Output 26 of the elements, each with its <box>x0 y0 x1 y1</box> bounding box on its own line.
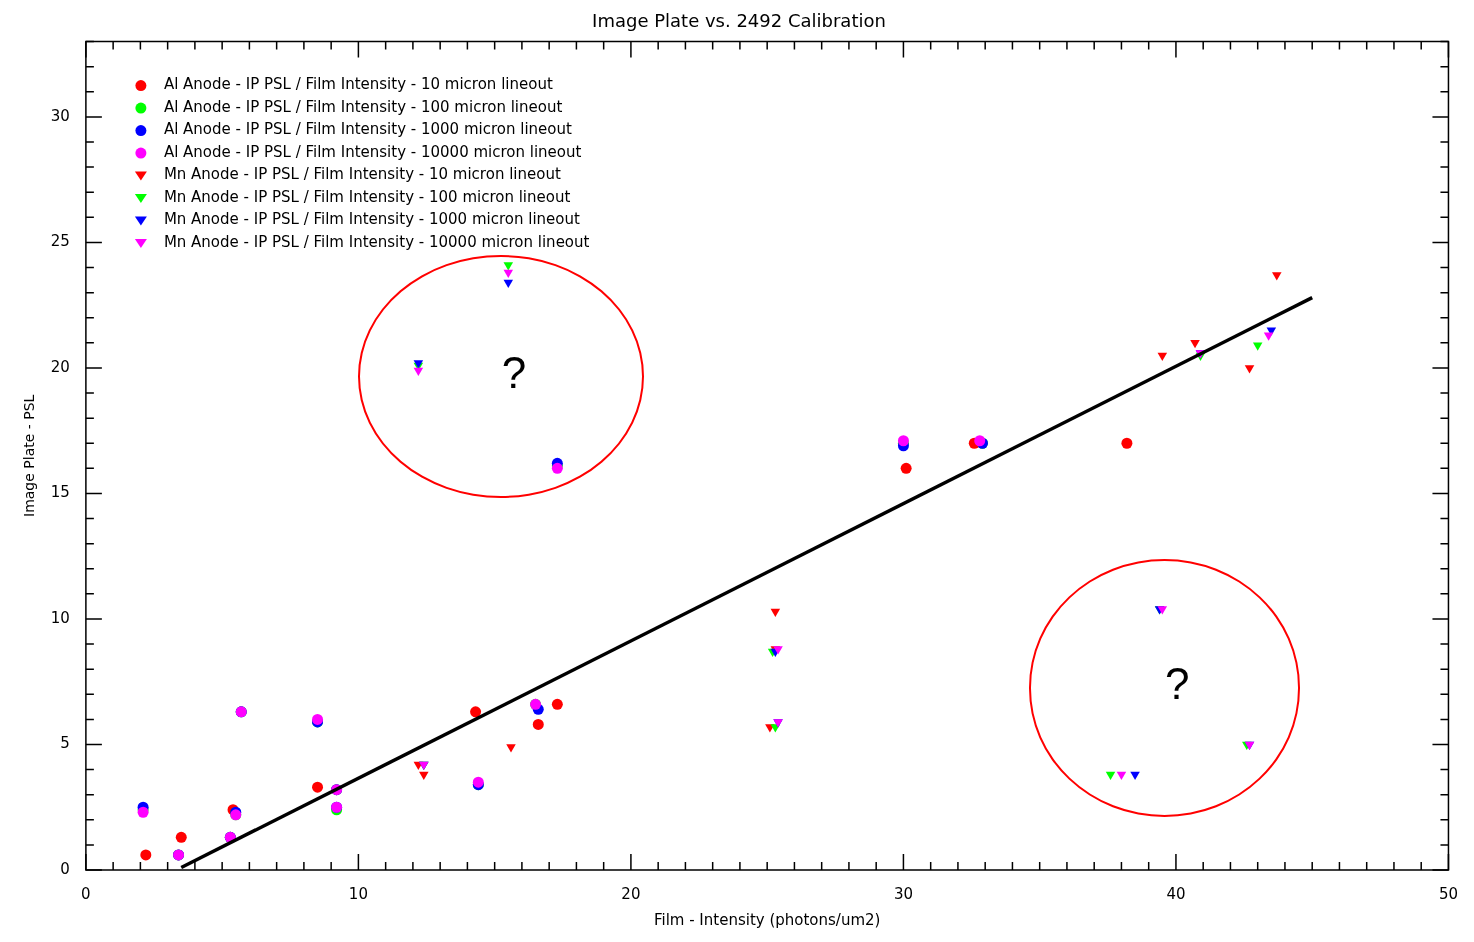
annotation: ? <box>500 347 528 400</box>
x-tick-label: 30 <box>893 884 913 903</box>
x-axis-title: Film - Intensity (photons/um2) <box>653 910 881 929</box>
y-tick-label: 0 <box>60 859 70 878</box>
x-tick-label: 10 <box>348 884 368 903</box>
x-tick-label: 0 <box>81 884 91 903</box>
y-tick-label: 30 <box>50 106 70 125</box>
y-tick-label: 25 <box>50 232 70 251</box>
x-tick-label: 50 <box>1438 884 1458 903</box>
legend-label: Al Anode - IP PSL / Film Intensity - 10 micron lineout <box>163 75 553 94</box>
y-tick-label: 10 <box>50 608 70 627</box>
legend-label: Al Anode - IP PSL / Film Intensity - 1000 micron lineout <box>163 120 572 139</box>
legend-label: Mn Anode - IP PSL / Film Intensity - 1000 micron lineout <box>163 210 580 229</box>
legend-label: Mn Anode - IP PSL / Film Intensity - 10 micron lineout <box>163 165 561 184</box>
x-tick-label: 40 <box>1166 884 1186 903</box>
y-axis-title: Image Plate - PSL <box>21 394 38 517</box>
y-tick-label: 15 <box>50 483 70 502</box>
x-tick-label: 20 <box>621 884 641 903</box>
y-tick-label: 5 <box>60 734 70 753</box>
legend-label: Mn Anode - IP PSL / Film Intensity - 100 micron lineout <box>163 187 571 206</box>
legend-label: Al Anode - IP PSL / Film Intensity - 100 micron lineout <box>163 97 563 116</box>
y-tick-label: 20 <box>50 357 70 376</box>
chart-title: Image Plate vs. 2492 Calibration <box>592 10 886 32</box>
annotation: ? <box>1164 658 1191 711</box>
legend-label: Mn Anode - IP PSL / Film Intensity - 10000 micron lineout <box>163 232 590 251</box>
legend-label: Al Anode - IP PSL / Film Intensity - 10000 micron lineout <box>163 142 582 161</box>
